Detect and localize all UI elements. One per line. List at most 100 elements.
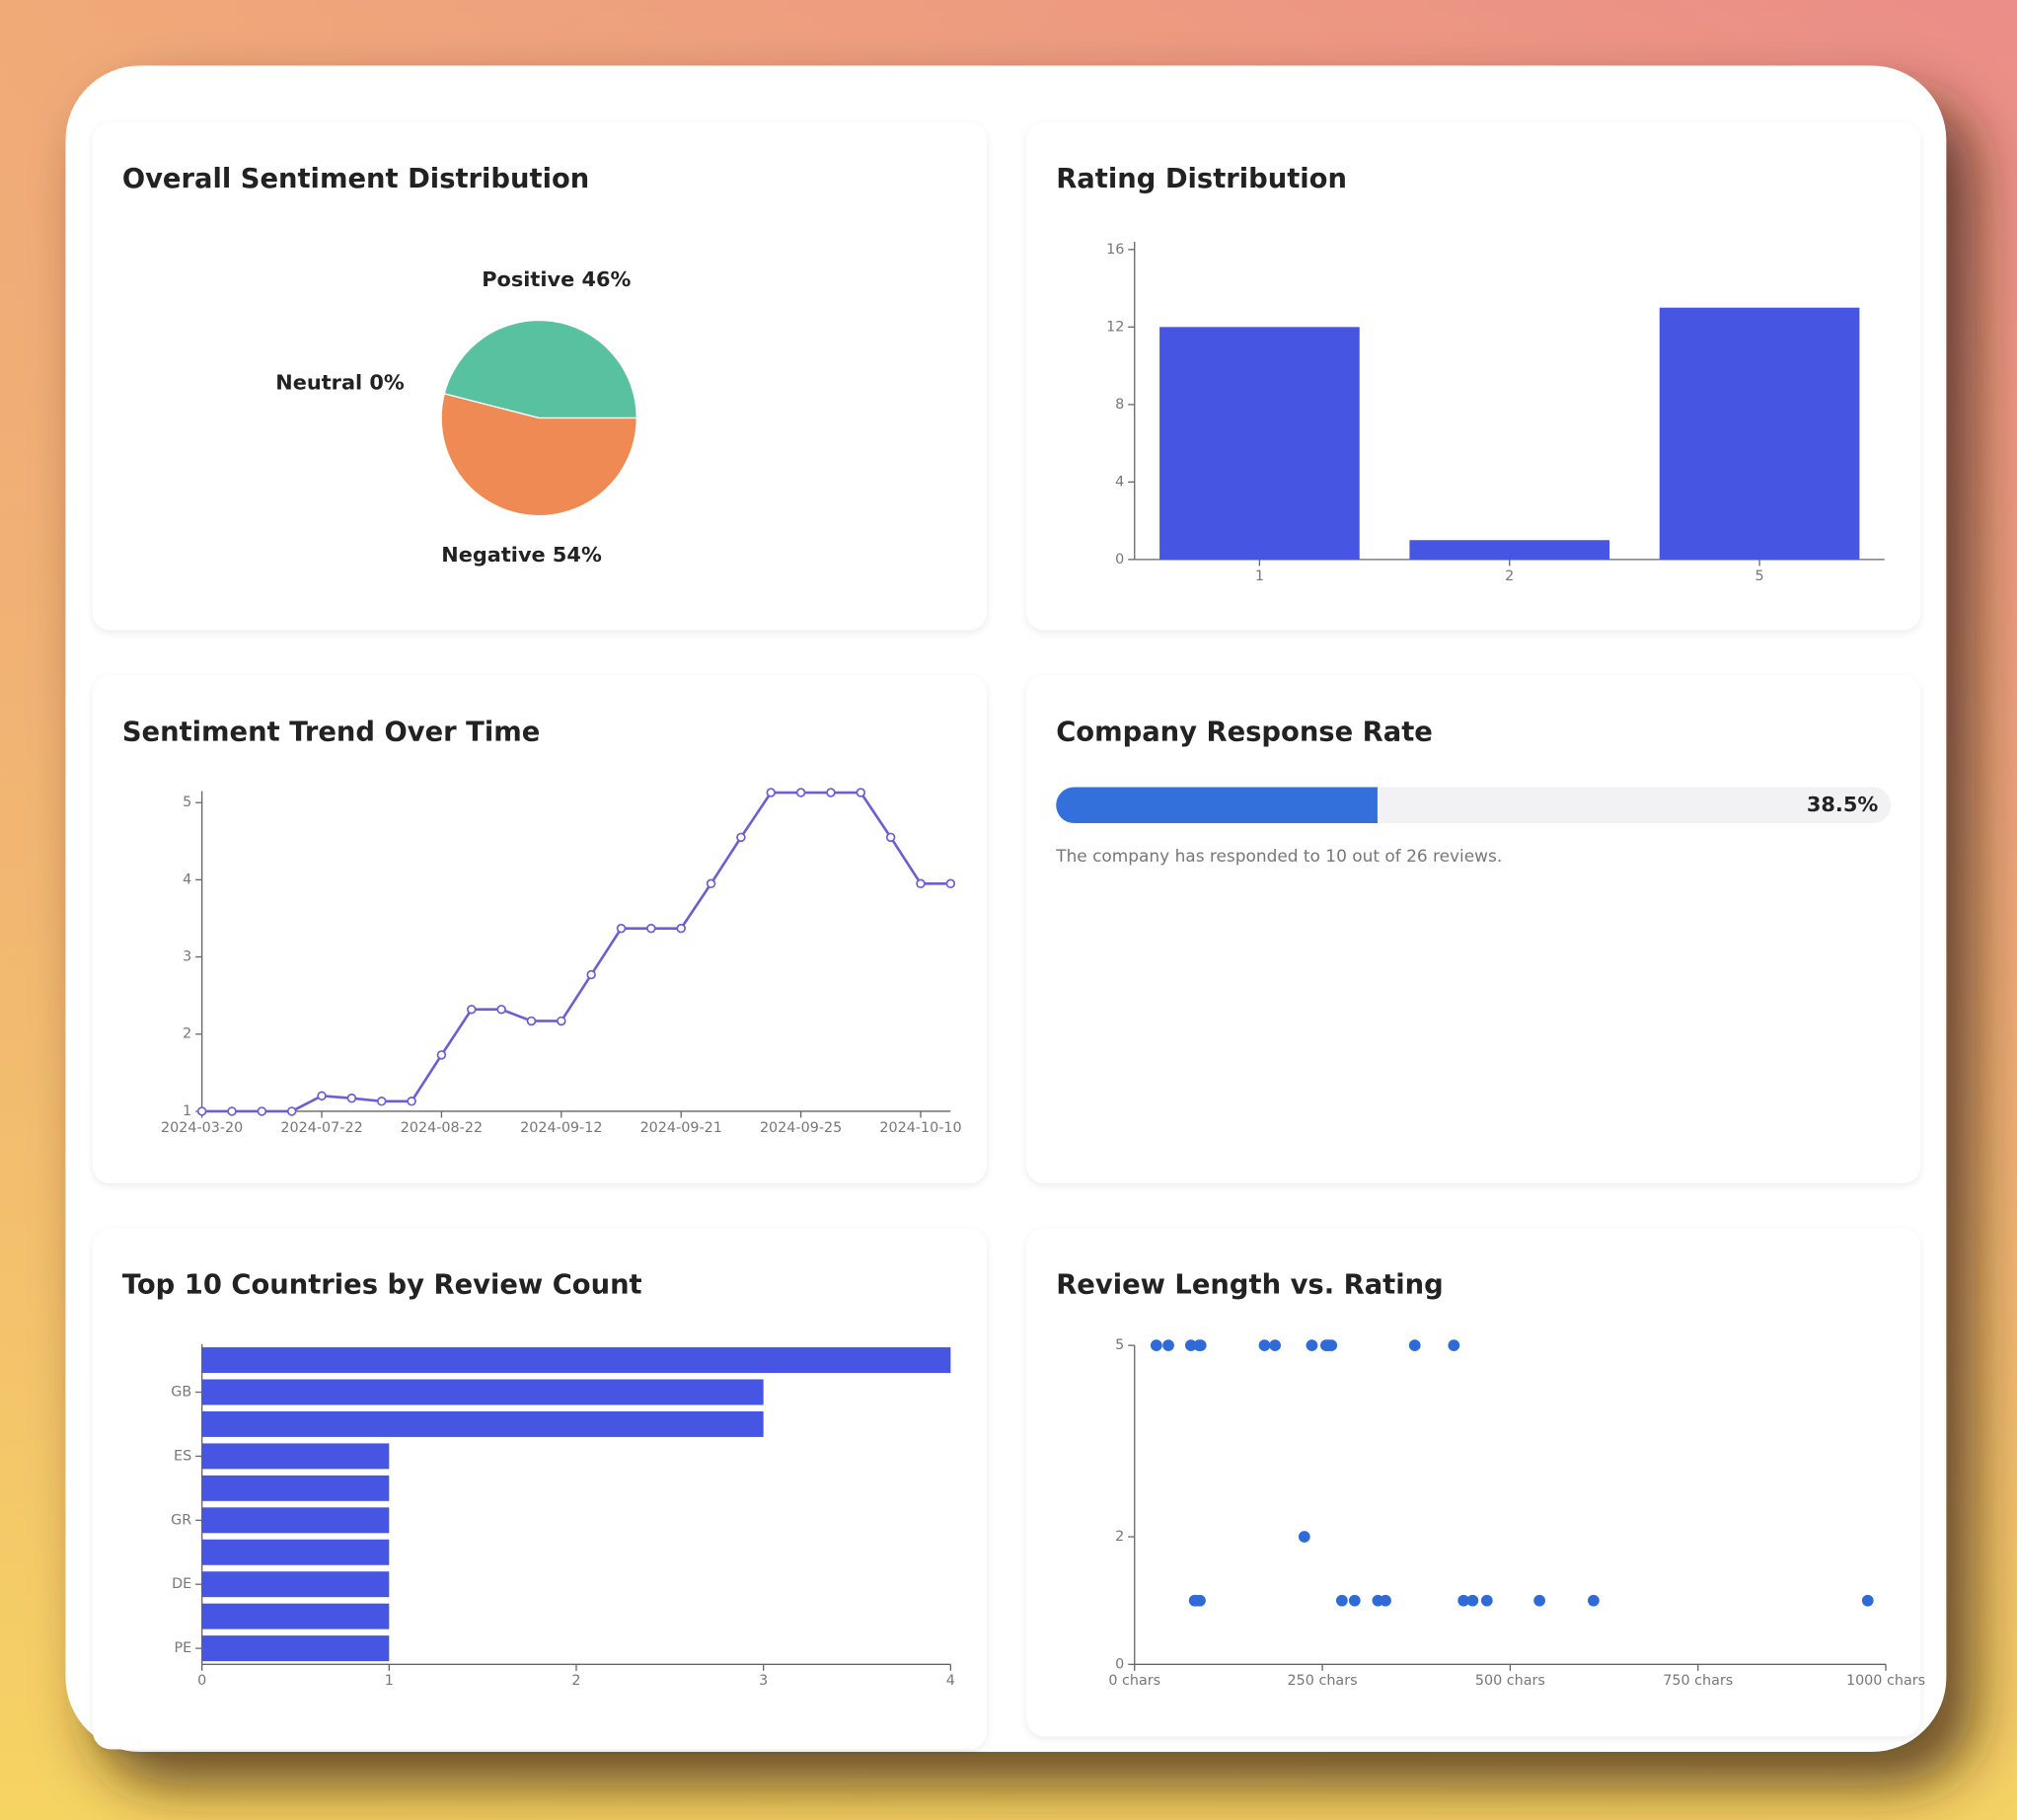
point [496,1004,506,1015]
x-tick-label: 500 chars [1475,1673,1545,1689]
bar [201,1410,764,1437]
pie-slice [440,393,637,517]
y-tick-label: 16 [1106,242,1124,258]
y-tick-label: ES [174,1448,191,1464]
progress-note: The company has responded to 10 out of 2… [1055,846,1502,866]
point [407,1097,416,1106]
y-tick-label: GR [171,1512,191,1528]
y-tick-label: 0 [1115,1656,1124,1672]
bar [1409,540,1610,560]
y-tick-label: 5 [1115,1337,1124,1353]
point [1258,1339,1271,1351]
point [1480,1594,1493,1607]
x-tick-label: 750 chars [1663,1673,1733,1689]
point [586,969,596,980]
y-tick-label: 12 [1106,319,1124,335]
point [1335,1594,1348,1607]
point [766,788,777,797]
y-tick-label: DE [172,1576,191,1592]
bar [201,1475,390,1501]
point [1194,1594,1206,1607]
point [736,832,746,843]
point [856,788,866,797]
point [1448,1339,1460,1351]
point [1298,1531,1310,1543]
bar [201,1603,390,1630]
x-tick-label: 1 [1255,569,1264,584]
card [1026,675,1921,1183]
point [1457,1594,1470,1607]
y-tick-label: GB [171,1384,191,1400]
bar [201,1379,764,1405]
point [1348,1594,1361,1607]
point [257,1106,267,1116]
point [317,1091,327,1101]
y-tick-label: 4 [1115,474,1124,490]
point [1184,1339,1197,1351]
card [1026,1228,1921,1737]
point [885,832,896,843]
point [676,923,686,934]
x-tick-label: 3 [759,1673,768,1689]
point [467,1004,477,1015]
bar [1159,327,1360,560]
y-tick-label: 5 [183,795,191,810]
card-title: Overall Sentiment Distribution [122,164,589,194]
point [1380,1594,1391,1607]
y-tick-label: 4 [183,872,191,887]
x-tick-label: 1000 chars [1846,1673,1925,1689]
point [1588,1594,1600,1607]
card-title: Review Length vs. Rating [1056,1270,1443,1301]
x-tick-label: 2 [1505,569,1514,584]
x-tick-label: 5 [1756,569,1764,584]
line [201,791,951,1113]
bar [201,1539,390,1565]
x-tick-label: 2024-09-25 [760,1120,842,1136]
card-title: Sentiment Trend Over Time [122,717,540,747]
point [1194,1339,1207,1351]
point [826,788,836,797]
point [795,788,806,797]
x-tick-label: 2024-09-12 [520,1120,602,1136]
point [346,1093,357,1103]
progress-label: 38.5% [1807,793,1878,816]
point [1533,1594,1545,1607]
point [286,1106,297,1116]
point [526,1016,537,1026]
point [436,1050,447,1060]
slice-label: Negative 54% [441,543,602,567]
x-tick-label: 2 [571,1673,580,1689]
bar [201,1635,390,1662]
bar [201,1507,390,1534]
y-tick-label: 8 [1115,397,1124,413]
slice-label: Neutral 0% [275,371,405,395]
x-tick-label: 2024-07-22 [280,1120,362,1136]
x-tick-label: 1 [385,1673,394,1689]
bar [201,1571,390,1598]
card-title: Company Response Rate [1056,717,1433,747]
point [1150,1339,1162,1351]
x-tick-label: 0 chars [1108,1673,1160,1689]
point [1325,1339,1338,1351]
x-tick-label: 2024-09-21 [640,1120,722,1136]
bar [1659,307,1860,560]
point [916,878,926,889]
point [376,1097,387,1106]
x-tick-label: 0 [197,1673,206,1689]
point [646,923,656,934]
x-tick-label: 4 [946,1673,955,1689]
card-title: Top 10 Countries by Review Count [122,1270,642,1301]
point [616,923,627,934]
pie-slice [443,319,637,419]
bar [201,1347,951,1374]
point [1162,1339,1174,1351]
point [227,1106,237,1116]
x-tick-label: 250 chars [1288,1673,1358,1689]
progress-fill [1056,787,1378,824]
card-title: Rating Distribution [1056,164,1347,194]
bar [201,1443,390,1470]
point [706,878,716,889]
slice-label: Positive 46% [482,267,631,291]
point [1466,1594,1479,1607]
